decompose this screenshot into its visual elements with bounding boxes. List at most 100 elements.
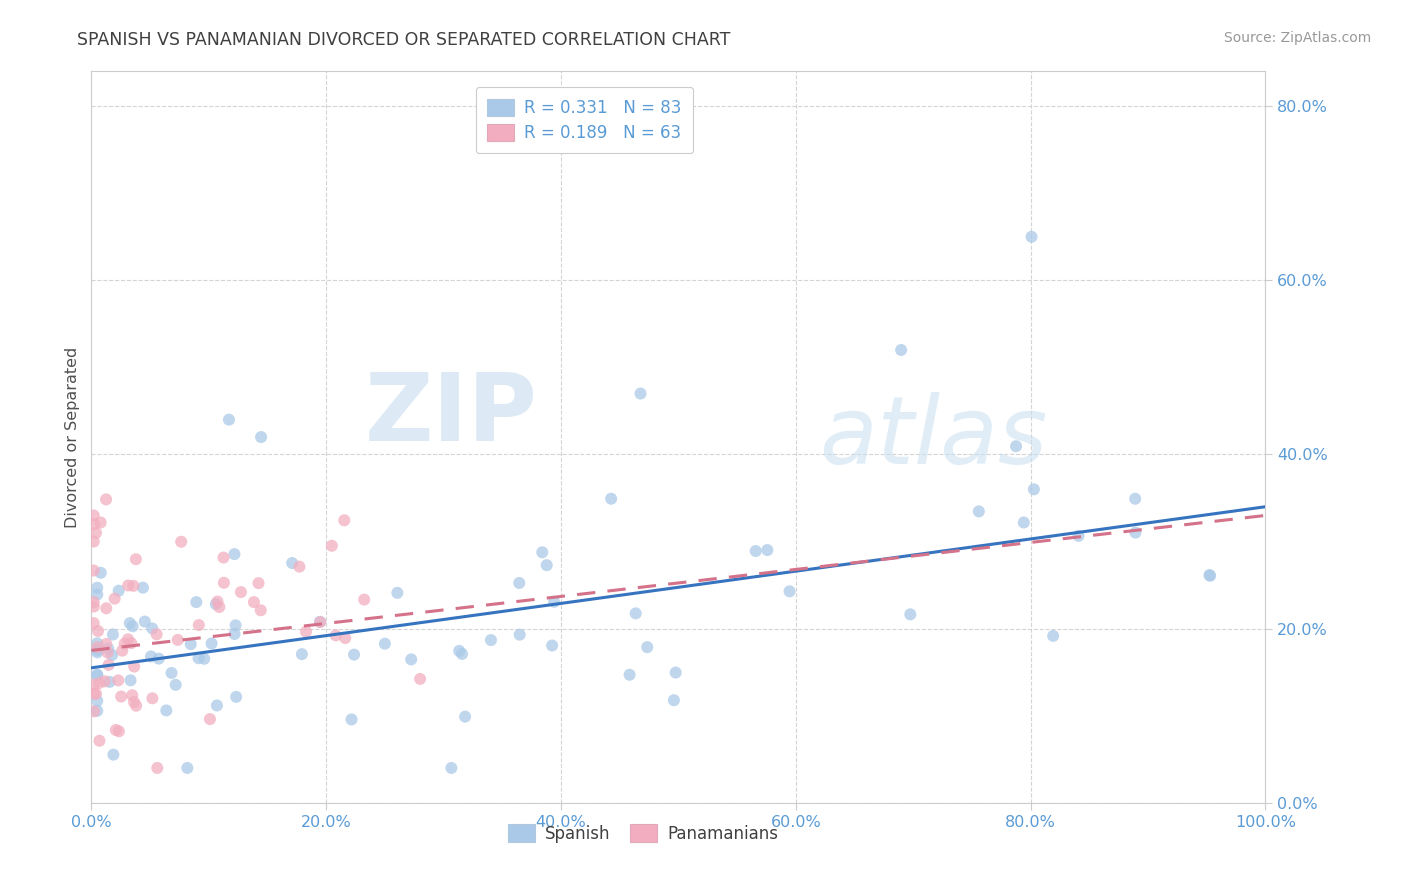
Text: ZIP: ZIP xyxy=(364,369,537,461)
Point xyxy=(225,618,247,632)
Point xyxy=(662,693,685,707)
Point xyxy=(83,564,105,578)
Point xyxy=(243,595,266,609)
Point xyxy=(321,539,343,553)
Point xyxy=(120,636,142,650)
Point xyxy=(86,588,108,602)
Point xyxy=(89,676,111,690)
Point xyxy=(118,616,141,631)
Point xyxy=(121,619,143,633)
Point xyxy=(122,579,145,593)
Point xyxy=(291,647,314,661)
Point xyxy=(451,647,474,661)
Point xyxy=(86,636,108,650)
Point xyxy=(90,566,112,580)
Point xyxy=(204,597,226,611)
Point xyxy=(101,648,124,662)
Point xyxy=(335,631,357,645)
Point xyxy=(325,628,347,642)
Point xyxy=(295,624,318,639)
Point xyxy=(541,639,564,653)
Point xyxy=(1012,516,1035,530)
Point xyxy=(141,691,163,706)
Point xyxy=(97,657,120,672)
Point xyxy=(176,761,198,775)
Point xyxy=(1125,525,1147,540)
Point xyxy=(110,690,132,704)
Point xyxy=(1199,568,1222,582)
Point xyxy=(353,592,375,607)
Point xyxy=(148,651,170,665)
Point xyxy=(180,637,202,651)
Point xyxy=(94,492,117,507)
Point xyxy=(479,633,502,648)
Text: Source: ZipAtlas.com: Source: ZipAtlas.com xyxy=(1223,31,1371,45)
Point xyxy=(745,544,768,558)
Point xyxy=(1198,568,1220,582)
Point xyxy=(224,627,246,641)
Point xyxy=(125,698,148,713)
Point xyxy=(86,668,108,682)
Point xyxy=(117,632,139,647)
Point xyxy=(166,632,188,647)
Point xyxy=(86,643,108,657)
Point xyxy=(145,627,167,641)
Point xyxy=(343,648,366,662)
Point xyxy=(1067,529,1090,543)
Point xyxy=(309,615,332,629)
Point xyxy=(83,508,105,523)
Point xyxy=(250,430,273,444)
Point xyxy=(83,686,105,700)
Point xyxy=(624,607,647,621)
Point xyxy=(103,747,125,762)
Point xyxy=(187,651,209,665)
Point xyxy=(186,595,208,609)
Point xyxy=(409,672,432,686)
Point xyxy=(139,649,162,664)
Point xyxy=(141,622,163,636)
Point xyxy=(636,640,658,654)
Point xyxy=(108,724,131,739)
Point xyxy=(165,678,187,692)
Point xyxy=(155,703,177,717)
Point xyxy=(1123,491,1146,506)
Point xyxy=(967,504,990,518)
Point xyxy=(84,687,107,701)
Point xyxy=(218,412,240,426)
Point xyxy=(111,643,134,657)
Point xyxy=(86,581,108,595)
Point xyxy=(225,690,247,704)
Point xyxy=(374,637,396,651)
Point xyxy=(107,583,129,598)
Point xyxy=(122,659,145,673)
Point xyxy=(84,525,107,540)
Point xyxy=(543,595,565,609)
Point xyxy=(86,645,108,659)
Point xyxy=(619,667,641,681)
Point xyxy=(229,585,252,599)
Point xyxy=(387,586,409,600)
Point xyxy=(89,733,111,747)
Point xyxy=(120,673,142,688)
Point xyxy=(96,646,118,660)
Point xyxy=(208,599,231,614)
Point xyxy=(83,517,105,532)
Point xyxy=(83,534,105,549)
Point xyxy=(449,644,471,658)
Point xyxy=(96,637,118,651)
Point xyxy=(288,559,311,574)
Point xyxy=(132,581,155,595)
Point xyxy=(536,558,558,573)
Point xyxy=(508,576,530,591)
Point xyxy=(96,601,118,615)
Point xyxy=(86,640,108,655)
Point xyxy=(114,637,136,651)
Point xyxy=(1022,483,1045,497)
Text: SPANISH VS PANAMANIAN DIVORCED OR SEPARATED CORRELATION CHART: SPANISH VS PANAMANIAN DIVORCED OR SEPARA… xyxy=(77,31,731,49)
Point xyxy=(146,761,169,775)
Point xyxy=(205,698,228,713)
Point xyxy=(83,678,105,692)
Point xyxy=(107,673,129,688)
Point xyxy=(104,723,127,737)
Point xyxy=(454,709,477,723)
